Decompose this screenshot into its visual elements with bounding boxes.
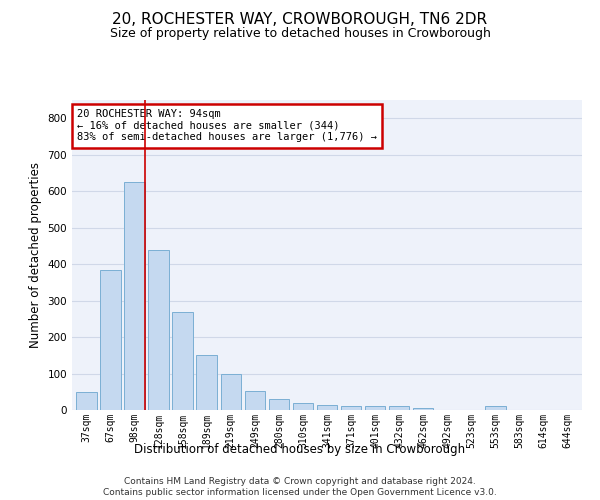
Bar (365, 406, 385, 410)
Bar (196, 354, 217, 410)
Bar (124, 182, 145, 410)
Bar (245, 390, 265, 410)
Bar (485, 406, 506, 410)
Text: Size of property relative to detached houses in Crowborough: Size of property relative to detached ho… (110, 28, 490, 40)
Bar (293, 404, 313, 410)
Bar (413, 408, 433, 410)
Text: 20, ROCHESTER WAY, CROWBOROUGH, TN6 2DR: 20, ROCHESTER WAY, CROWBOROUGH, TN6 2DR (112, 12, 488, 28)
Bar (76, 392, 97, 410)
Bar (221, 374, 241, 410)
Bar (148, 250, 169, 410)
Bar (269, 399, 289, 410)
Bar (172, 312, 193, 410)
Bar (341, 406, 361, 410)
Bar (389, 406, 409, 410)
Y-axis label: Number of detached properties: Number of detached properties (29, 162, 42, 348)
Text: 20 ROCHESTER WAY: 94sqm
← 16% of detached houses are smaller (344)
83% of semi-d: 20 ROCHESTER WAY: 94sqm ← 16% of detache… (77, 110, 377, 142)
Bar (100, 270, 121, 410)
Text: Contains HM Land Registry data © Crown copyright and database right 2024.
Contai: Contains HM Land Registry data © Crown c… (103, 478, 497, 497)
Bar (317, 404, 337, 410)
Text: Distribution of detached houses by size in Crowborough: Distribution of detached houses by size … (134, 442, 466, 456)
